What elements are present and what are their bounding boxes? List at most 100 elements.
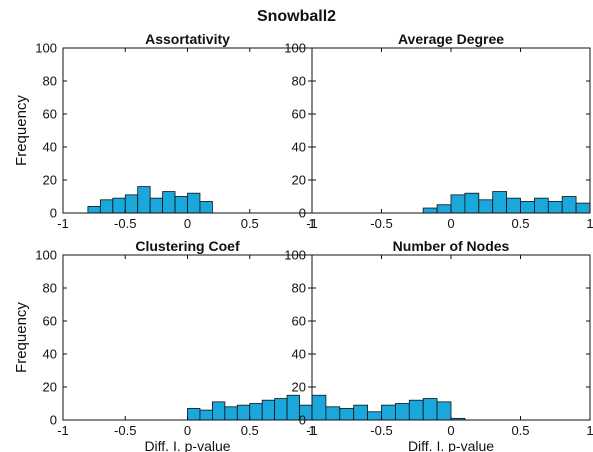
histogram-bar xyxy=(286,394,300,421)
y-tick-label: 0 xyxy=(299,413,306,428)
x-tick-label: -1 xyxy=(306,423,318,438)
histogram-bar xyxy=(422,398,438,421)
axes-box xyxy=(62,254,313,421)
x-axis-label: Diff. I. p-value xyxy=(408,438,494,452)
y-tick-label: 20 xyxy=(292,173,306,188)
y-axis-label: Frequency xyxy=(13,302,30,373)
x-tick-label: 0 xyxy=(447,216,454,231)
y-tick-label: 40 xyxy=(43,140,57,155)
histogram-bar xyxy=(137,186,151,214)
histogram-bar xyxy=(274,398,288,421)
histogram-bar xyxy=(394,403,410,421)
y-tick-label: 40 xyxy=(292,140,306,155)
figure-title: Snowball2 xyxy=(256,8,337,25)
histogram-bar xyxy=(99,199,114,214)
x-tick-label: 0.5 xyxy=(241,216,259,231)
y-tick-label: 60 xyxy=(292,314,306,329)
y-tick-label: 80 xyxy=(43,74,57,89)
y-tick-label: 100 xyxy=(284,41,306,56)
histogram-bar xyxy=(187,408,201,421)
x-tick-label: -1 xyxy=(57,423,69,438)
histogram-bar xyxy=(249,403,263,421)
histogram-bar xyxy=(87,205,101,214)
axes-box xyxy=(62,47,313,214)
y-tick-label: 40 xyxy=(43,347,57,362)
x-tick-label: -0.5 xyxy=(114,216,136,231)
x-tick-label: -0.5 xyxy=(370,216,392,231)
histogram-bar xyxy=(534,197,549,214)
y-tick-label: 20 xyxy=(43,380,57,395)
y-tick-label: 40 xyxy=(292,347,306,362)
subplot-title: Assortativity xyxy=(145,31,230,47)
histogram-bar xyxy=(112,197,126,214)
histogram-bar xyxy=(408,399,424,421)
x-tick-label: 1 xyxy=(586,216,593,231)
histogram-bar xyxy=(450,194,466,214)
x-tick-label: 0 xyxy=(447,423,454,438)
histogram-bar xyxy=(492,191,508,214)
histogram-bar xyxy=(575,202,591,214)
y-axis-label: Frequency xyxy=(13,95,30,166)
x-tick-label: 1 xyxy=(308,216,315,231)
histogram-bar xyxy=(353,404,369,421)
y-tick-label: 60 xyxy=(43,107,57,122)
histogram-bar xyxy=(367,411,382,421)
y-tick-label: 20 xyxy=(43,173,57,188)
histogram-bar xyxy=(422,207,438,214)
x-tick-label: 0 xyxy=(184,216,191,231)
y-tick-label: 100 xyxy=(35,41,57,56)
histogram-bar xyxy=(162,191,176,214)
x-tick-label: 0.5 xyxy=(241,423,259,438)
histogram-bar xyxy=(381,404,396,421)
histogram-bar xyxy=(187,192,201,214)
histogram-bar xyxy=(339,408,355,421)
histogram-bar xyxy=(211,401,226,421)
y-tick-label: 80 xyxy=(43,281,57,296)
y-tick-label: 60 xyxy=(43,314,57,329)
axes-box xyxy=(311,254,591,421)
x-tick-label: 0.5 xyxy=(511,216,529,231)
histogram-bar xyxy=(124,194,139,214)
x-tick-label: 1 xyxy=(308,423,315,438)
x-tick-label: -0.5 xyxy=(114,423,136,438)
histogram-bar xyxy=(436,204,452,214)
y-tick-label: 0 xyxy=(50,206,57,221)
x-tick-label: 1 xyxy=(586,423,593,438)
subplot-title: Number of Nodes xyxy=(393,238,510,254)
histogram-bar xyxy=(478,199,494,214)
subplot-title: Clustering Coef xyxy=(135,238,240,254)
histogram-bar xyxy=(199,409,213,421)
y-tick-label: 100 xyxy=(35,248,57,263)
x-tick-label: -1 xyxy=(306,216,318,231)
axes-box xyxy=(311,47,591,214)
histogram-bar xyxy=(464,192,480,214)
x-axis-label: Diff. I. p-value xyxy=(144,438,230,452)
histogram-bar xyxy=(325,406,341,421)
histogram-bar xyxy=(199,201,213,214)
y-tick-label: 0 xyxy=(299,206,306,221)
histogram-bar xyxy=(520,201,535,214)
histogram-bar xyxy=(506,197,521,214)
histogram-bar xyxy=(149,197,163,214)
y-tick-label: 80 xyxy=(292,74,306,89)
y-tick-label: 80 xyxy=(292,281,306,296)
histogram-bar xyxy=(561,196,577,214)
x-tick-label: -1 xyxy=(57,216,69,231)
subplot-title: Average Degree xyxy=(398,31,504,47)
y-tick-label: 60 xyxy=(292,107,306,122)
y-tick-label: 20 xyxy=(292,380,306,395)
subplot-1: -1 -0.5 0 0.5 1020406080100AssortativityFreq… xyxy=(13,31,316,231)
x-tick-label: 0.5 xyxy=(511,423,529,438)
x-tick-label: -0.5 xyxy=(370,423,392,438)
histogram-bar xyxy=(261,399,276,421)
histogram-bar xyxy=(436,401,452,421)
histogram-bar xyxy=(547,201,563,214)
histogram-bar xyxy=(311,394,327,421)
x-tick-label: 0 xyxy=(184,423,191,438)
histogram-bar xyxy=(236,404,251,421)
